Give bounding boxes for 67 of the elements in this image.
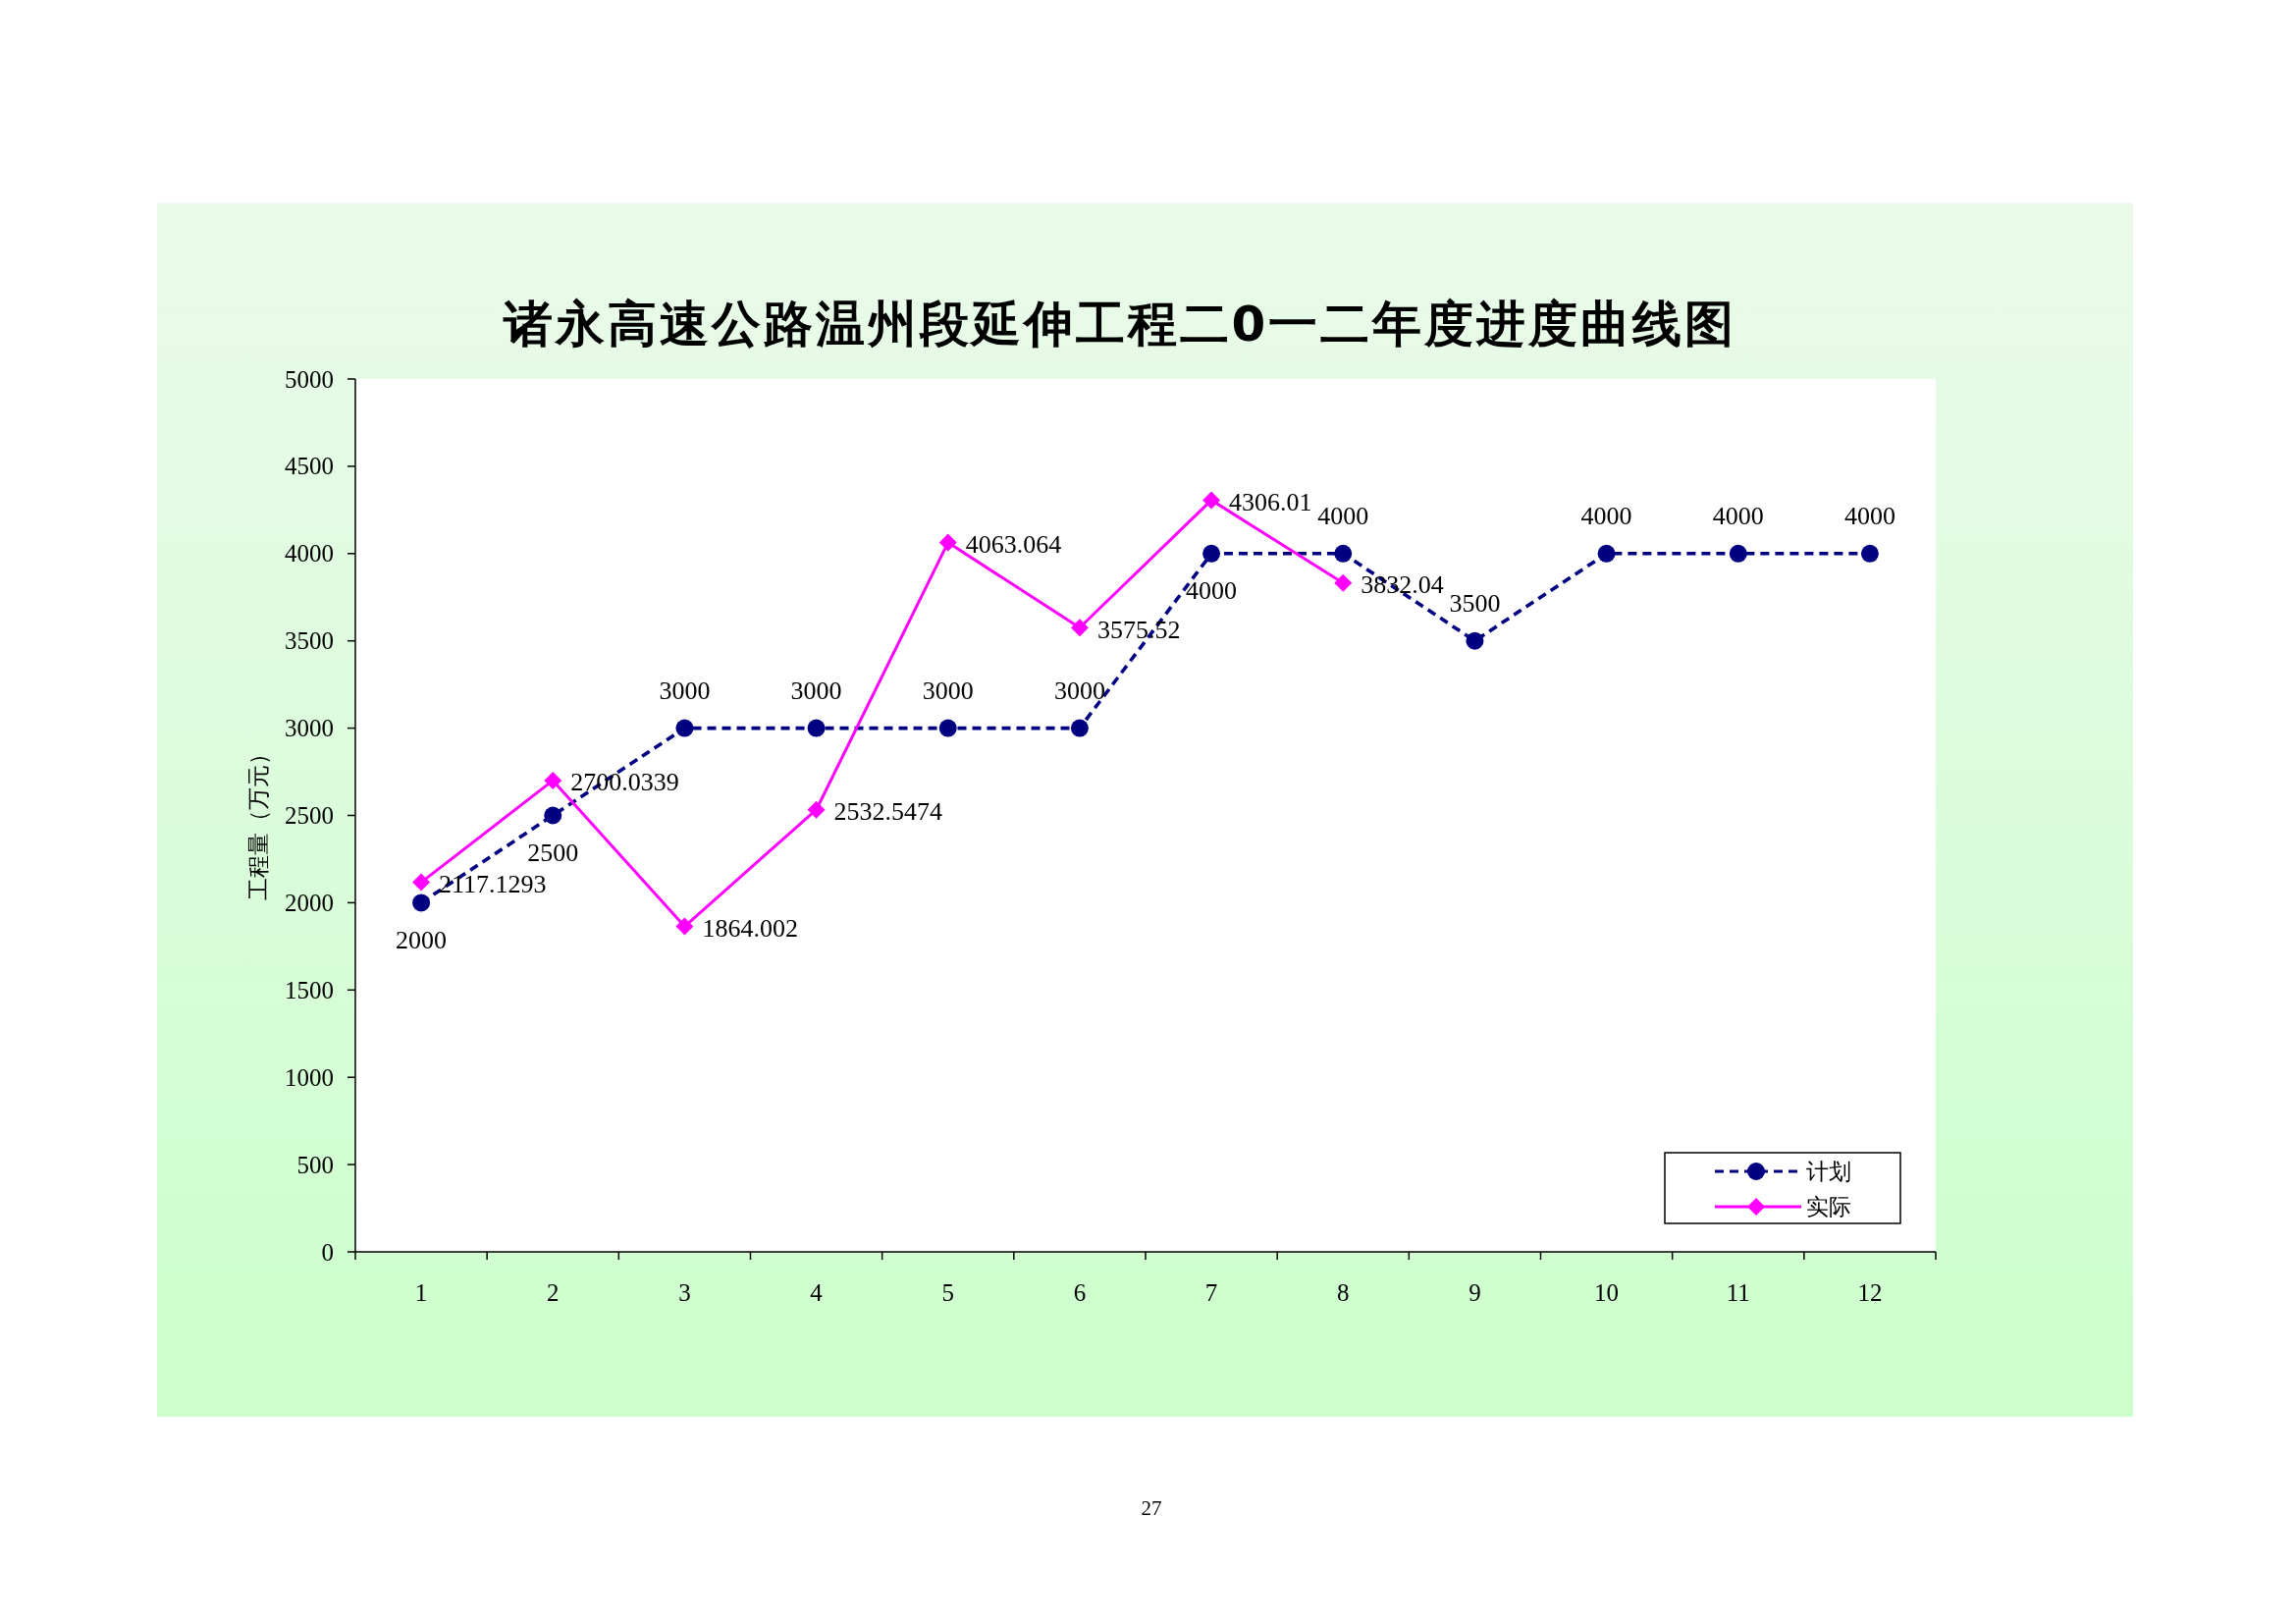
y-tick-label: 5000 (285, 365, 334, 393)
point (1466, 631, 1484, 650)
x-tick-label: 11 (1726, 1278, 1750, 1306)
data-label: 3575.52 (1096, 615, 1181, 644)
x-tick-label: 9 (1468, 1278, 1481, 1306)
x-tick-label: 4 (810, 1278, 824, 1306)
data-label: 4000 (1843, 502, 1896, 531)
data-label: 3000 (790, 677, 842, 706)
point (544, 771, 562, 789)
x-tick-label: 10 (1594, 1278, 1620, 1306)
point (1729, 544, 1747, 563)
y-tick-label: 2500 (285, 802, 334, 829)
x-tick-label: 7 (1204, 1278, 1218, 1306)
x-tick-label: 8 (1337, 1278, 1350, 1306)
data-label: 4000 (1580, 502, 1632, 531)
y-tick-label: 0 (321, 1238, 334, 1266)
point (1860, 544, 1879, 563)
point (1334, 544, 1353, 563)
data-label: 3500 (1449, 589, 1501, 619)
legend-label: 计划 (1806, 1159, 1851, 1184)
point (675, 917, 694, 936)
x-tick-label: 5 (941, 1278, 954, 1306)
point (1597, 544, 1616, 563)
point (938, 533, 957, 552)
data-label: 3000 (659, 677, 711, 706)
point (544, 806, 562, 825)
point (1070, 619, 1089, 637)
point (1202, 544, 1221, 563)
data-label: 3000 (1053, 677, 1105, 706)
data-label: 4063.064 (965, 530, 1062, 560)
point (675, 719, 694, 737)
point (1334, 573, 1353, 592)
point (938, 719, 957, 737)
x-tick-label: 3 (678, 1278, 691, 1306)
y-axis-title: 工程量（万元） (245, 742, 271, 900)
data-label: 1864.002 (702, 914, 798, 944)
x-tick-label: 1 (414, 1278, 428, 1306)
y-tick-label: 3000 (285, 715, 334, 742)
x-tick-label: 12 (1857, 1278, 1883, 1306)
point (1070, 719, 1089, 737)
data-label: 4000 (1712, 502, 1764, 531)
data-label: 3832.04 (1361, 570, 1444, 600)
point (412, 873, 431, 892)
y-tick-label: 500 (296, 1151, 334, 1178)
chart-title: 诸永高速公路温州段延伸工程二0一二年度进度曲线图 (502, 296, 1737, 352)
text: 27 (1141, 1496, 1162, 1520)
data-label: 4000 (1186, 576, 1238, 606)
data-label: 2532.5474 (833, 797, 943, 827)
point (412, 893, 431, 912)
point (1202, 491, 1221, 510)
y-tick-label: 3500 (285, 627, 334, 655)
data-label: 2000 (396, 925, 448, 954)
y-tick-label: 1000 (285, 1063, 334, 1091)
data-label: 4000 (1317, 502, 1369, 531)
point (807, 719, 826, 737)
y-tick-label: 2000 (285, 889, 334, 916)
legend-label: 实际 (1806, 1194, 1851, 1219)
data-label: 2117.1293 (439, 870, 547, 899)
y-tick-label: 1500 (285, 976, 334, 1003)
data-label: 4306.01 (1229, 487, 1312, 516)
point (807, 800, 826, 819)
y-tick-label: 4000 (285, 540, 334, 568)
x-tick-label: 6 (1073, 1278, 1087, 1306)
data-label: 2500 (527, 839, 579, 867)
data-label: 3000 (922, 677, 974, 706)
x-tick-label: 2 (547, 1278, 560, 1306)
y-tick-label: 4500 (285, 453, 334, 480)
